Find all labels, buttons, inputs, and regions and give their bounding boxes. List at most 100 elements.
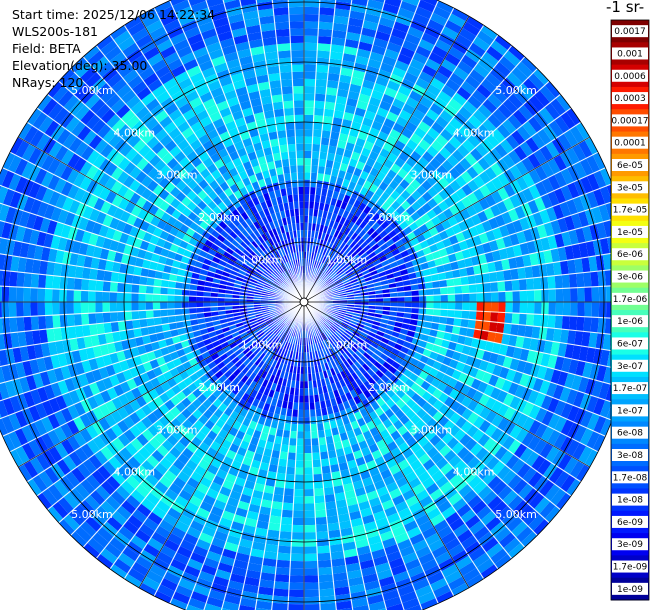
gate-cell xyxy=(422,327,431,336)
gate-cell xyxy=(518,483,534,500)
gate-cell xyxy=(433,494,448,508)
gate-cell xyxy=(505,246,516,259)
gate-cell xyxy=(415,45,432,59)
gate-cell xyxy=(501,211,513,225)
gate-cell xyxy=(246,328,255,335)
gate-cell xyxy=(287,452,297,461)
gate-cell xyxy=(93,392,106,407)
gate-cell xyxy=(545,141,560,158)
gate-cell xyxy=(30,388,42,406)
gate-cell xyxy=(117,282,125,293)
gate-cell xyxy=(330,244,337,253)
gate-cell xyxy=(519,216,530,231)
gate-cell xyxy=(527,152,541,169)
gate-cell xyxy=(288,335,293,344)
gate-cell xyxy=(515,428,529,444)
gate-cell xyxy=(346,459,358,469)
gate-cell xyxy=(73,313,83,327)
gate-cell xyxy=(581,331,591,348)
gate-cell xyxy=(491,87,508,104)
gate-cell xyxy=(159,475,173,489)
gate-cell xyxy=(525,136,540,153)
gate-cell xyxy=(203,603,223,610)
gate-cell xyxy=(402,489,416,501)
gate-cell xyxy=(296,431,304,439)
gate-cell xyxy=(507,93,524,110)
gate-cell xyxy=(353,360,362,370)
gate-cell xyxy=(364,483,377,494)
gate-cell xyxy=(384,0,402,8)
gate-cell xyxy=(30,273,40,289)
gate-cell xyxy=(183,320,192,328)
gate-cell xyxy=(552,261,562,276)
gate-cell xyxy=(539,85,556,103)
gate-cell xyxy=(599,418,613,437)
gate-cell xyxy=(333,237,340,246)
gate-cell xyxy=(281,437,290,446)
gate-cell xyxy=(334,330,342,338)
gate-cell xyxy=(321,240,328,249)
gate-cell xyxy=(346,383,355,392)
gate-cell xyxy=(276,338,283,346)
gate-cell xyxy=(354,377,364,387)
gate-cell xyxy=(383,505,398,518)
gate-cell xyxy=(455,416,468,429)
gate-cell xyxy=(531,132,546,150)
gate-cell xyxy=(53,479,69,497)
gate-cell xyxy=(304,532,317,540)
gate-cell xyxy=(339,225,348,234)
gate-cell xyxy=(337,513,351,523)
gate-cell xyxy=(304,481,314,490)
gate-cell xyxy=(288,438,297,446)
gate-cell xyxy=(288,596,304,605)
gate-cell xyxy=(304,14,320,22)
gate-cell xyxy=(385,356,395,366)
gate-cell xyxy=(514,205,526,220)
gate-cell xyxy=(197,317,206,325)
gate-cell xyxy=(541,302,549,315)
gate-cell xyxy=(271,501,283,510)
gate-cell xyxy=(276,320,283,327)
gate-cell xyxy=(323,108,335,118)
gate-cell xyxy=(336,88,349,98)
gate-cell xyxy=(134,336,145,347)
gate-cell xyxy=(138,523,155,538)
gate-cell xyxy=(447,309,455,318)
gate-cell xyxy=(563,129,579,148)
gate-cell xyxy=(103,322,112,334)
gate-cell xyxy=(215,468,228,480)
gate-cell xyxy=(255,600,273,610)
gate-cell xyxy=(415,102,430,115)
gate-cell xyxy=(328,529,342,539)
gate-cell xyxy=(341,475,353,486)
gate-cell xyxy=(534,289,542,302)
gate-cell xyxy=(462,21,481,37)
gate-cell xyxy=(186,441,199,454)
gate-cell xyxy=(436,330,445,340)
gate-cell xyxy=(574,330,584,346)
gate-cell xyxy=(570,287,578,302)
gate-cell xyxy=(420,597,439,610)
gate-cell xyxy=(378,341,388,349)
gate-cell xyxy=(356,100,369,111)
gate-cell xyxy=(502,435,516,451)
gate-cell xyxy=(375,302,384,307)
gate-cell xyxy=(382,234,392,243)
gate-cell xyxy=(349,251,358,259)
gate-cell xyxy=(315,327,321,335)
gate-cell xyxy=(358,392,367,402)
gate-cell xyxy=(390,28,408,40)
gate-cell xyxy=(272,442,282,452)
gate-cell xyxy=(116,292,125,302)
gate-cell xyxy=(213,530,229,542)
gate-cell xyxy=(312,343,318,352)
gate-cell xyxy=(443,449,457,463)
gate-cell xyxy=(391,360,401,370)
gate-cell xyxy=(69,338,79,352)
gate-cell xyxy=(485,72,502,88)
gate-cell xyxy=(278,458,288,467)
gate-cell xyxy=(115,485,131,500)
gate-cell xyxy=(304,560,318,569)
gate-cell xyxy=(339,261,347,269)
gate-cell xyxy=(420,333,430,343)
